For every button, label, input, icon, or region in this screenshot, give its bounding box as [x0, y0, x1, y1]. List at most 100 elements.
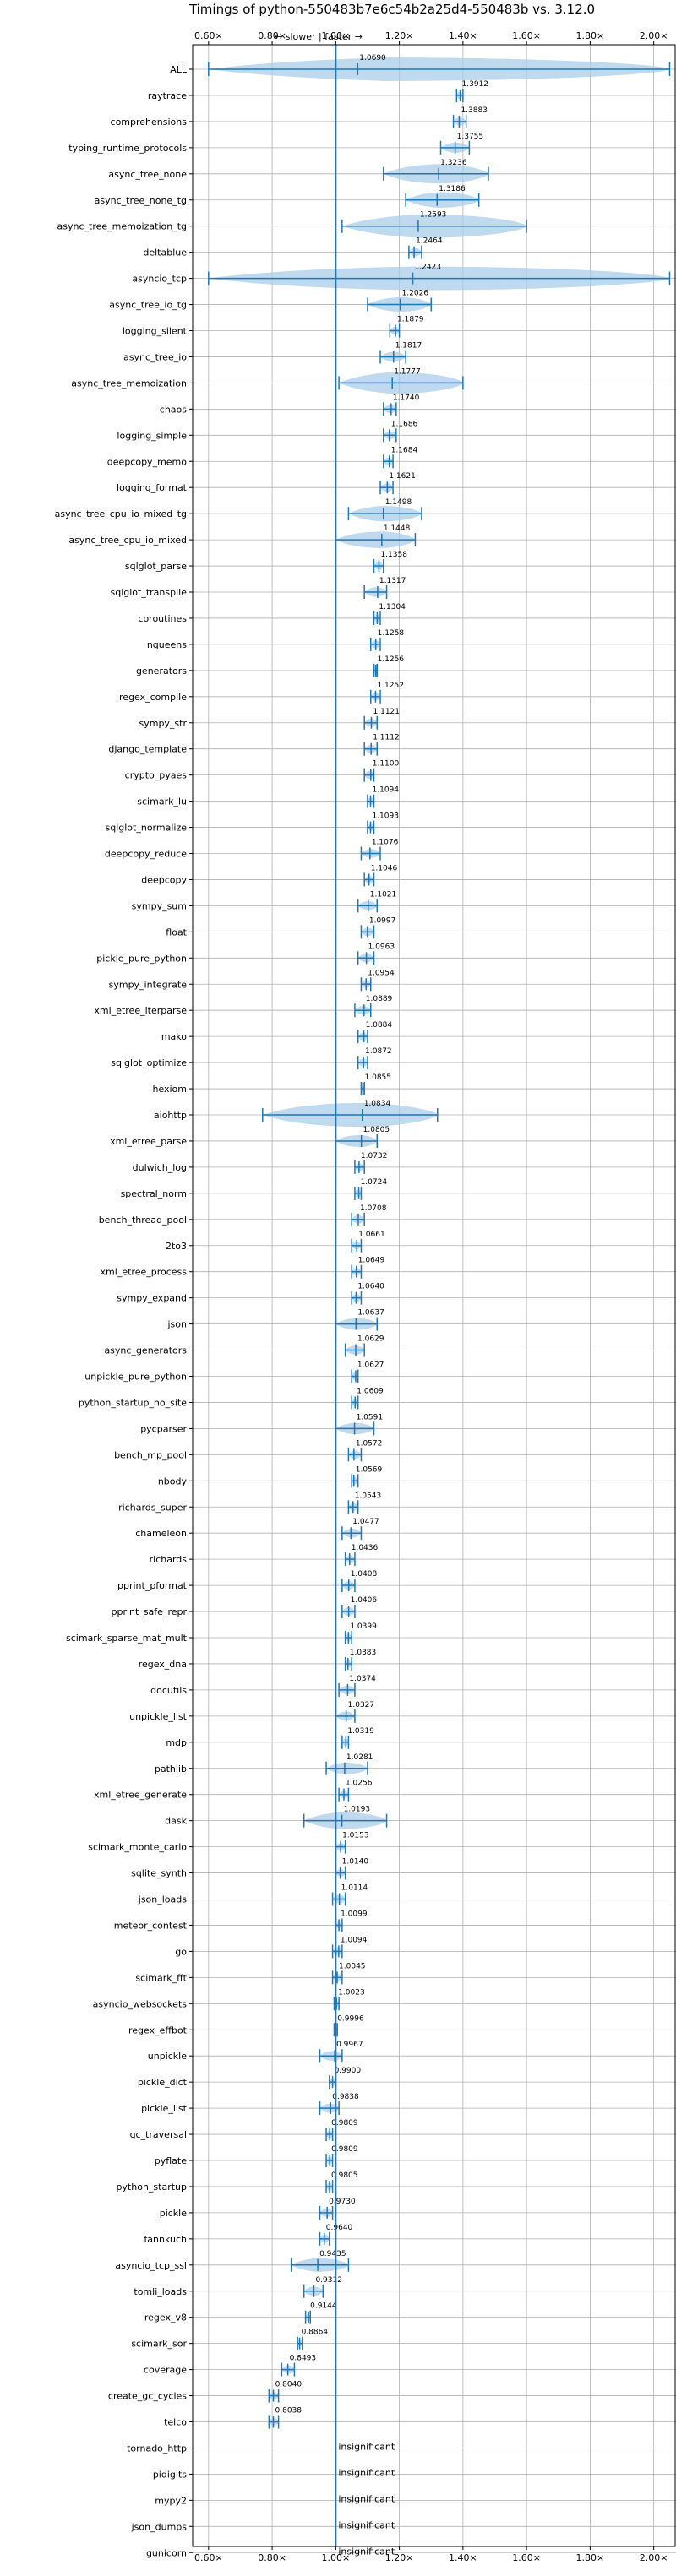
- insignificant-label: insignificant: [338, 2519, 395, 2530]
- value-label: 1.1317: [379, 577, 406, 585]
- benchmark-label: coverage: [144, 2365, 187, 2376]
- benchmark-row: xml_etree_iterparse 1.0889: [94, 995, 393, 1018]
- benchmark-row: xml_etree_generate 1.0256: [94, 1780, 373, 1802]
- benchmark-label: async_tree_io_tg: [109, 300, 187, 311]
- x-tick-label: 1.20×: [385, 2552, 414, 2563]
- benchmark-row: async_tree_none 1.3236: [108, 159, 489, 184]
- value-label: 1.0281: [346, 1753, 373, 1762]
- benchmark-label: richards: [150, 1554, 188, 1565]
- benchmark-label: go: [175, 1946, 187, 1957]
- benchmark-label: scimark_monte_carlo: [88, 1842, 187, 1853]
- value-label: 0.9144: [310, 2302, 337, 2311]
- benchmark-label: gc_traversal: [130, 2129, 187, 2140]
- value-label: 1.1621: [389, 472, 416, 481]
- benchmark-label: unpickle: [148, 2051, 187, 2062]
- benchmark-row: sqlglot_normalize 1.1093: [106, 812, 399, 834]
- benchmark-row: scimark_sor 0.8864: [131, 2329, 328, 2350]
- benchmark-row: scimark_fft 1.0045: [135, 1962, 366, 1985]
- benchmark-label: crypto_pyaes: [125, 770, 188, 781]
- value-label: 1.1021: [370, 890, 397, 899]
- benchmark-row: chaos 1.1740: [160, 394, 420, 416]
- benchmark-row: django_template 1.1112: [108, 734, 400, 756]
- benchmark-row: async_tree_memoization_tg 1.2593: [57, 211, 527, 238]
- benchmark-row: regex_dna 1.0383: [139, 1649, 376, 1671]
- value-label: 0.9996: [337, 2014, 364, 2023]
- value-label: 1.0023: [338, 1988, 365, 1997]
- value-label: 1.1100: [373, 760, 400, 769]
- benchmark-row: xml_etree_parse 1.0805: [110, 1126, 390, 1148]
- x-tick-label: 0.60×: [194, 2552, 223, 2563]
- value-label: 1.1686: [391, 420, 418, 428]
- benchmark-label: asyncio_tcp_ssl: [115, 2260, 187, 2271]
- benchmark-label: sympy_expand: [117, 1293, 187, 1304]
- benchmark-label: dulwich_log: [133, 1162, 187, 1173]
- benchmark-row: pprint_safe_repr 1.0406: [112, 1596, 378, 1619]
- benchmark-row: scimark_monte_carlo 1.0153: [88, 1832, 369, 1854]
- benchmark-label: sqlglot_transpile: [111, 587, 188, 598]
- benchmark-label: coroutines: [138, 613, 187, 624]
- value-label: 1.3236: [440, 159, 467, 167]
- benchmark-label: regex_v8: [144, 2312, 187, 2323]
- benchmark-label: scimark_lu: [137, 796, 187, 807]
- benchmark-row: pidigits insignificant: [153, 2467, 395, 2480]
- value-label: 0.9838: [332, 2093, 359, 2101]
- benchmark-row: asyncio_tcp 1.2423: [132, 264, 671, 291]
- value-label: 1.0724: [361, 1178, 388, 1187]
- benchmark-label: scimark_fft: [135, 1972, 187, 1983]
- benchmark-label: pathlib: [155, 1764, 187, 1774]
- value-label: 1.1304: [379, 603, 406, 611]
- benchmark-row: tornado_http insignificant: [127, 2441, 395, 2454]
- benchmark-row: python_startup_no_site 1.0609: [79, 1387, 384, 1410]
- value-label: 1.1258: [378, 629, 405, 638]
- benchmark-label: unpickle_list: [129, 1711, 188, 1722]
- benchmark-label: sqlglot_normalize: [106, 823, 188, 834]
- benchmark-row: create_gc_cycles 0.8040: [108, 2381, 302, 2403]
- value-label: 1.0872: [365, 1047, 392, 1056]
- x-tick-label: 1.00×: [321, 2552, 350, 2563]
- benchmark-row: chameleon 1.0477: [135, 1518, 379, 1541]
- benchmark-label: richards_super: [118, 1502, 187, 1513]
- value-label: 1.0834: [364, 1100, 391, 1108]
- value-label: 1.0408: [351, 1570, 378, 1579]
- benchmark-row: mako 1.0884: [161, 1021, 392, 1044]
- value-label: 1.3755: [457, 133, 484, 141]
- value-label: 1.0406: [351, 1596, 378, 1605]
- benchmark-row: json_dumps insignificant: [131, 2519, 395, 2532]
- benchmark-label: pycparser: [140, 1423, 187, 1434]
- value-label: 1.3912: [462, 80, 489, 89]
- value-label: 1.0153: [342, 1832, 369, 1840]
- benchmark-label: async_tree_cpu_io_mixed: [68, 535, 187, 546]
- benchmark-row: asyncio_tcp_ssl 0.9435: [115, 2250, 350, 2272]
- x-tick-label: 1.20×: [385, 30, 414, 41]
- benchmark-row: sympy_expand 1.0640: [117, 1283, 384, 1305]
- benchmark-row: go 1.0094: [175, 1936, 368, 1959]
- benchmark-label: asyncio_websockets: [93, 1998, 188, 2009]
- benchmark-row: sympy_str 1.1121: [139, 708, 400, 730]
- benchmark-row: coverage 0.8493: [144, 2355, 316, 2377]
- benchmark-label: scimark_sor: [131, 2339, 187, 2350]
- benchmark-row: nqueens 1.1258: [147, 629, 405, 651]
- value-label: 1.1046: [371, 864, 398, 872]
- x-tick-label: 0.80×: [258, 30, 286, 41]
- benchmark-label: nqueens: [147, 639, 187, 650]
- value-label: 0.9312: [315, 2276, 342, 2285]
- value-label: 1.0572: [356, 1439, 383, 1448]
- benchmark-row: spectral_norm 1.0724: [121, 1178, 388, 1200]
- benchmark-label: regex_compile: [119, 692, 187, 703]
- value-label: 1.2423: [415, 264, 442, 272]
- benchmark-label: dask: [165, 1816, 187, 1827]
- plot-frame: [192, 44, 676, 2547]
- benchmark-row: sqlglot_transpile 1.1317: [111, 577, 406, 599]
- benchmark-row: scimark_lu 1.1094: [137, 786, 399, 808]
- value-label: 0.8493: [290, 2355, 317, 2363]
- value-label: 0.8864: [302, 2329, 329, 2337]
- value-label: 1.0805: [363, 1126, 390, 1134]
- benchmark-label: chaos: [160, 404, 187, 415]
- benchmark-row: coroutines 1.1304: [138, 603, 406, 625]
- x-tick-label: 1.80×: [576, 30, 605, 41]
- benchmark-row: gc_traversal 0.9809: [130, 2119, 358, 2142]
- benchmark-row: pathlib 1.0281: [155, 1753, 373, 1775]
- benchmark-row: dask 1.0193: [165, 1806, 388, 1829]
- benchmark-row: bench_thread_pool 1.0708: [99, 1204, 387, 1226]
